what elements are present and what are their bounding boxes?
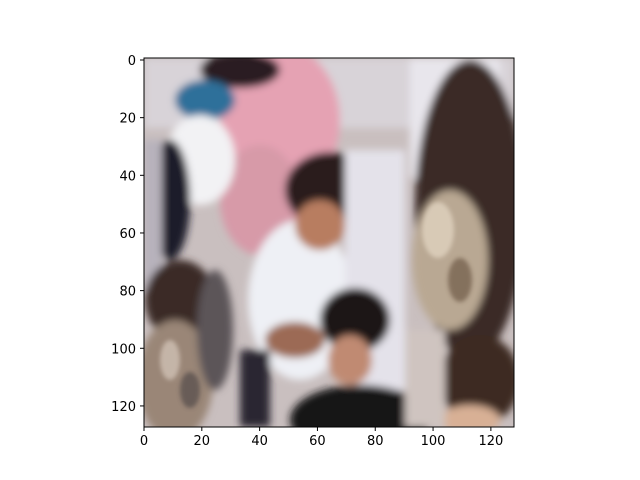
y-tick-label: 20 [119, 112, 136, 127]
x-axis: 0 20 40 60 80 100 120 [140, 427, 503, 449]
y-tick-label: 100 [111, 342, 136, 357]
x-tick-label: 60 [309, 434, 326, 449]
x-tick-label: 120 [478, 434, 503, 449]
y-tick-label: 0 [128, 54, 136, 69]
x-tick-label: 0 [140, 434, 148, 449]
y-axis: 0 20 40 60 80 100 120 [111, 54, 144, 415]
axes-frame [143, 57, 515, 428]
x-tick-label: 40 [251, 434, 268, 449]
x-tick-label: 100 [421, 434, 446, 449]
y-tick-label: 120 [111, 400, 136, 415]
y-tick-label: 80 [119, 285, 136, 300]
crowd-photo [144, 58, 514, 427]
x-tick-label: 80 [367, 434, 384, 449]
y-tick-label: 40 [119, 169, 136, 184]
x-tick-label: 20 [194, 434, 211, 449]
y-tick-label: 60 [119, 227, 136, 242]
